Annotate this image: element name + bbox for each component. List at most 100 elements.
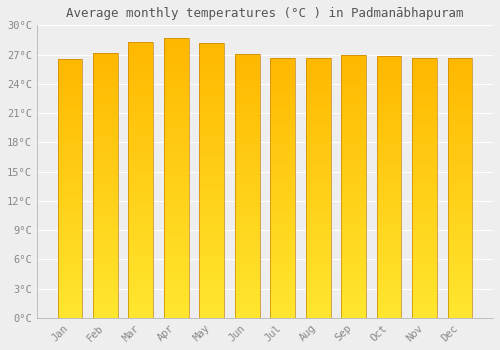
Bar	[200, 153, 224, 158]
Bar	[341, 250, 366, 255]
Bar	[270, 167, 295, 173]
Bar	[235, 127, 260, 133]
Bar	[448, 105, 472, 110]
Bar	[200, 43, 224, 48]
Bar	[270, 276, 295, 281]
Bar	[306, 126, 330, 131]
Bar	[128, 246, 154, 252]
Bar	[93, 69, 118, 74]
Bar	[200, 208, 224, 213]
Bar	[200, 125, 224, 131]
Bar	[306, 198, 330, 204]
Bar	[235, 207, 260, 212]
Bar	[270, 157, 295, 162]
Bar	[58, 178, 82, 183]
Bar	[200, 312, 224, 318]
Bar	[93, 164, 118, 169]
Bar	[412, 95, 437, 100]
Bar	[93, 138, 118, 143]
Bar	[58, 163, 82, 168]
Bar	[235, 281, 260, 286]
Bar	[164, 301, 188, 307]
Bar	[448, 240, 472, 245]
Bar	[200, 87, 224, 92]
Bar	[448, 69, 472, 74]
Bar	[58, 209, 82, 215]
Bar	[270, 261, 295, 266]
Bar	[93, 159, 118, 164]
Bar	[376, 161, 402, 166]
Bar	[235, 144, 260, 149]
Bar	[93, 286, 118, 291]
Bar	[306, 116, 330, 121]
Bar	[164, 116, 188, 122]
Bar	[93, 52, 118, 318]
Bar	[448, 84, 472, 90]
Bar	[376, 172, 402, 177]
Bar	[128, 312, 154, 318]
Bar	[235, 217, 260, 223]
Bar	[58, 256, 82, 261]
Bar	[270, 105, 295, 110]
Bar	[341, 186, 366, 191]
Bar	[341, 286, 366, 292]
Bar	[235, 75, 260, 80]
Bar	[128, 108, 154, 114]
Bar	[376, 56, 402, 318]
Bar	[341, 307, 366, 313]
Bar	[164, 71, 188, 77]
Bar	[448, 116, 472, 121]
Bar	[306, 224, 330, 230]
Bar	[376, 166, 402, 172]
Bar	[376, 104, 402, 109]
Bar	[412, 58, 437, 318]
Bar	[128, 296, 154, 301]
Bar	[412, 271, 437, 276]
Bar	[164, 60, 188, 66]
Bar	[448, 167, 472, 173]
Bar	[376, 182, 402, 187]
Bar	[164, 262, 188, 267]
Bar	[341, 65, 366, 70]
Bar	[200, 241, 224, 246]
Bar	[448, 297, 472, 302]
Bar	[341, 160, 366, 165]
Bar	[270, 204, 295, 209]
Bar	[376, 297, 402, 302]
Bar	[270, 281, 295, 287]
Bar	[200, 246, 224, 252]
Bar	[306, 276, 330, 281]
Bar	[448, 271, 472, 276]
Bar	[448, 266, 472, 271]
Bar	[412, 224, 437, 230]
Bar	[93, 281, 118, 286]
Bar	[200, 301, 224, 307]
Bar	[376, 140, 402, 145]
Bar	[412, 90, 437, 95]
Bar	[128, 158, 154, 163]
Bar	[200, 48, 224, 54]
Bar	[93, 307, 118, 313]
Bar	[448, 110, 472, 116]
Bar	[128, 268, 154, 274]
Bar	[341, 55, 366, 318]
Bar	[270, 141, 295, 147]
Bar	[306, 90, 330, 95]
Bar	[270, 292, 295, 297]
Bar	[235, 154, 260, 159]
Bar	[376, 93, 402, 98]
Bar	[412, 157, 437, 162]
Bar	[412, 313, 437, 318]
Bar	[341, 260, 366, 265]
Bar	[93, 190, 118, 196]
Bar	[93, 244, 118, 249]
Bar	[376, 260, 402, 266]
Bar	[412, 209, 437, 214]
Bar	[164, 234, 188, 239]
Bar	[448, 235, 472, 240]
Bar	[376, 83, 402, 88]
Bar	[128, 224, 154, 230]
Bar	[376, 72, 402, 77]
Bar	[58, 132, 82, 137]
Bar	[58, 313, 82, 318]
